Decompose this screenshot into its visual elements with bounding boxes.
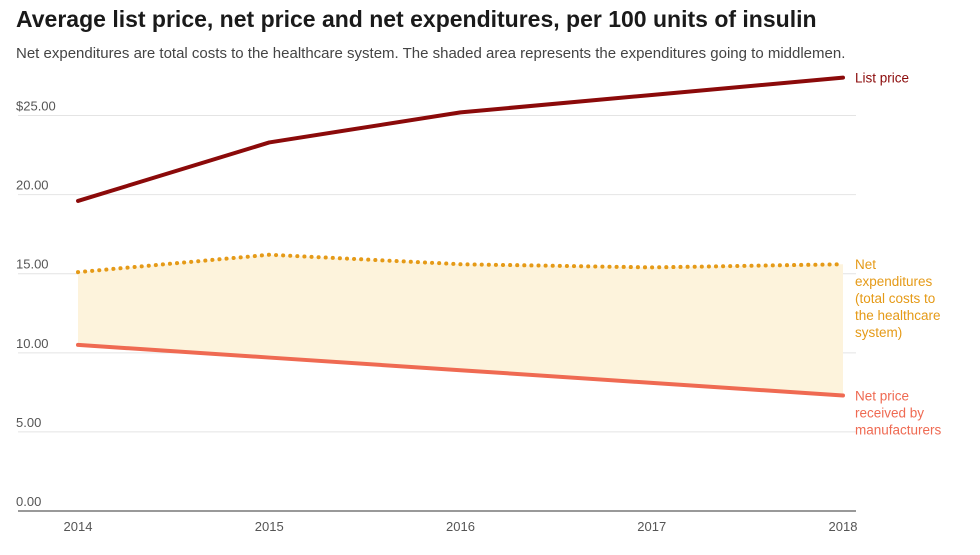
series-label: expenditures [855, 274, 933, 289]
x-tick-label: 2015 [255, 519, 284, 534]
series-label: (total costs to [855, 291, 935, 306]
series-label: system) [855, 325, 902, 340]
series-label: List price [855, 71, 909, 86]
y-tick-label: 15.00 [16, 257, 49, 272]
series-lines [76, 75, 845, 398]
chart-title: Average list price, net price and net ex… [16, 6, 817, 32]
y-tick-label: $25.00 [16, 99, 56, 114]
series-line [76, 75, 845, 203]
y-tick-label: 20.00 [16, 178, 49, 193]
y-tick-label: 10.00 [16, 336, 49, 351]
chart-subtitle: Net expenditures are total costs to the … [16, 45, 846, 62]
series-line [76, 342, 845, 398]
x-tick-label: 2014 [64, 519, 93, 534]
x-tick-label: 2016 [446, 519, 475, 534]
series-label: received by [855, 406, 924, 421]
shaded-area [78, 254, 843, 396]
series-label: manufacturers [855, 423, 942, 438]
series-label: Net price [855, 389, 909, 404]
y-tick-label: 5.00 [16, 415, 41, 430]
axis-labels: 0.00 5.00 10.00 15.00 20.00 $25.00 2014 2015 201… [16, 99, 857, 534]
series-labels: List price Net expenditures (total costs to… [855, 71, 942, 438]
x-tick-label: 2018 [829, 519, 858, 534]
x-tick-label: 2017 [637, 519, 666, 534]
y-tick-label: 0.00 [16, 494, 41, 509]
series-label: Net [855, 257, 876, 272]
shaded-area-group [78, 254, 843, 396]
series-line [76, 252, 845, 275]
series-label: the healthcare [855, 308, 941, 323]
